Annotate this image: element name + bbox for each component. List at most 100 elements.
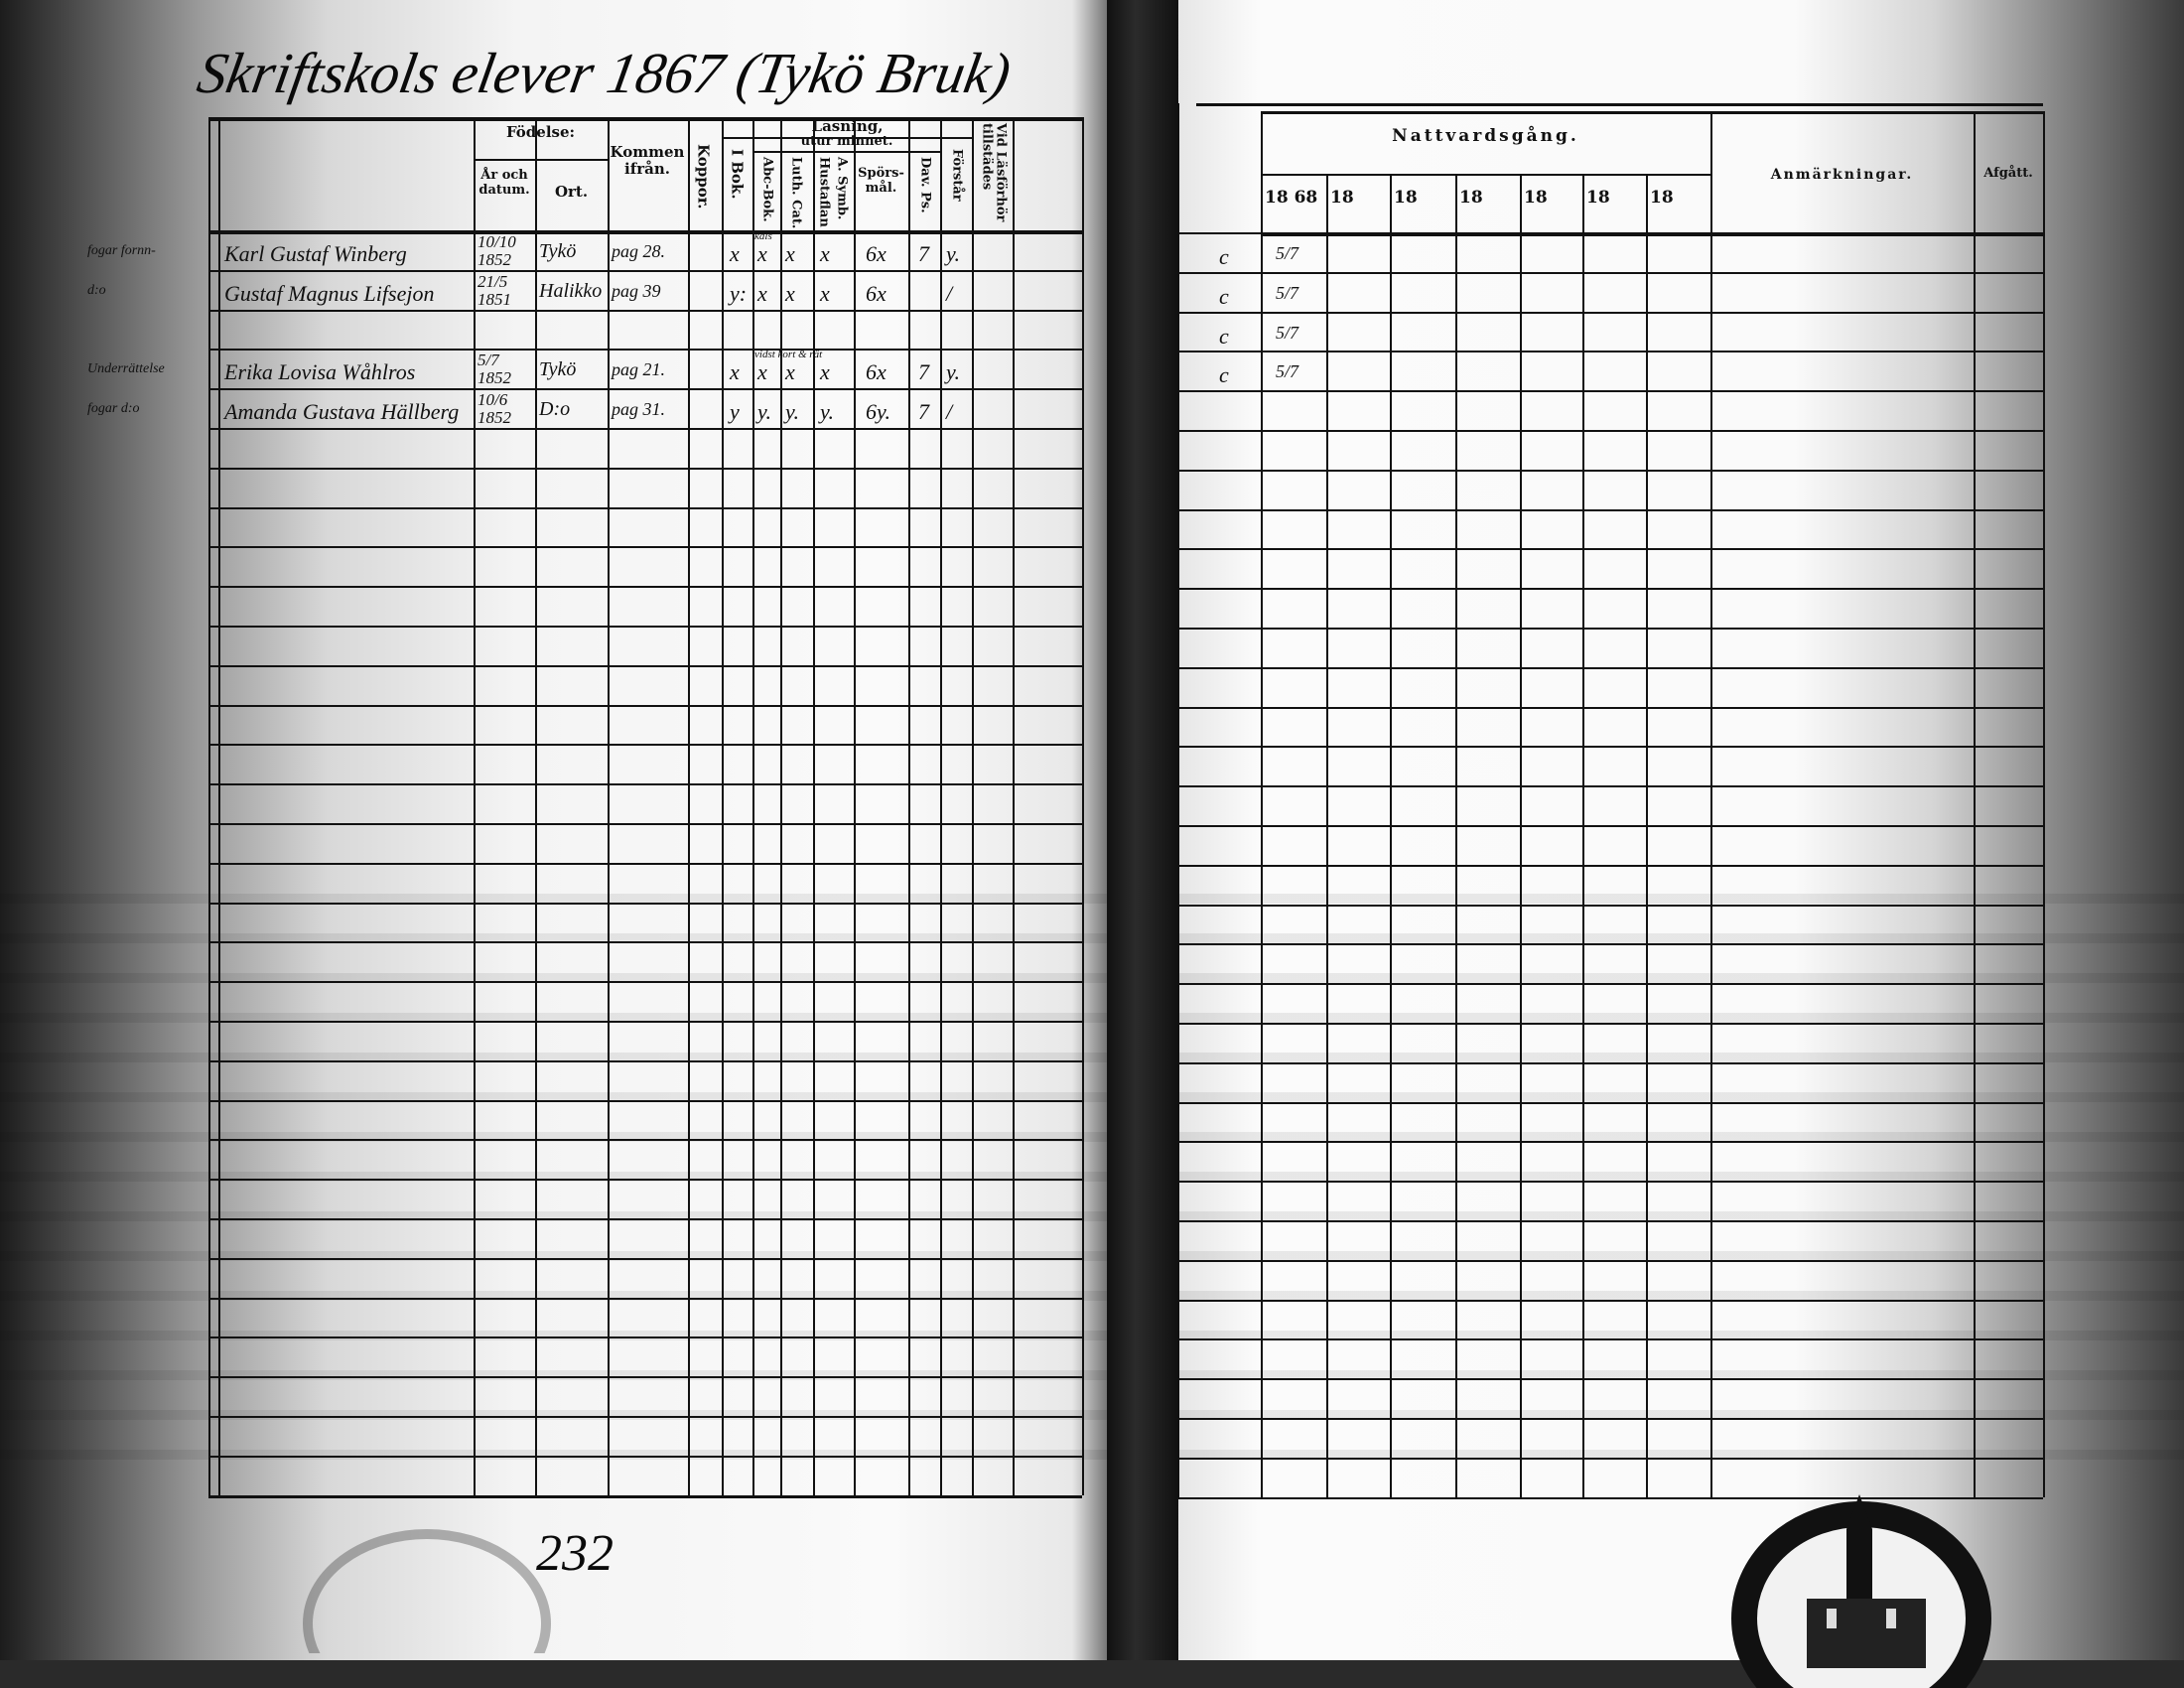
column-divider [813,117,815,1495]
diocese-archive-stamp-icon [1731,1494,1991,1688]
entry-symb: x [820,359,830,385]
entry-ort: Halikko [539,279,603,302]
row-divider [208,506,1082,509]
entry-luth: y. [785,399,800,425]
header-nattvardsgang: Nattvardsgång. [1392,126,1579,146]
header-forstar: Förstår [949,149,965,202]
header-year: 18 [1330,188,1354,208]
row-divider [208,1297,1082,1300]
row-divider [1177,1061,2043,1064]
header-hustaflan: Hustaflan [816,157,832,227]
entry-forstar: y. [946,241,961,266]
column-divider [1974,111,1976,1497]
entry-sporsmal: 6y. [866,399,891,425]
column-divider [1013,117,1015,1495]
row-divider [208,546,1082,549]
column-divider [608,117,610,1495]
entry-abc: y. [757,399,772,425]
entry-date: 10/10 1852 [478,232,516,269]
row-divider [1177,1259,2043,1262]
margin-note: fogar d:o [87,401,140,417]
column-divider [780,117,782,1495]
page-shading [1178,864,2184,1479]
row-divider [1177,1496,2043,1499]
header-koppor: Koppor. [694,144,713,210]
header-dav-ps: Dav. Ps. [917,157,933,213]
page-title: Skriftskols elever 1867 (Tykö Bruk) [193,41,1016,105]
row-divider [1177,628,2043,630]
communion-date: 5/7 [1276,361,1299,382]
entry-sporsmal: 6x [866,359,887,385]
column-divider [474,117,476,1495]
row-divider [1177,351,2043,353]
entry-kommen: pag 21. [612,359,665,380]
row-divider [1177,1141,2043,1144]
row-divider [208,823,1082,825]
header-year: 18 [1524,188,1548,208]
entry-luth: x [785,241,795,266]
entry-abc: x [757,359,767,385]
header-subdivider [752,151,941,153]
entry-name: Amanda Gustava Hällberg [224,399,460,425]
entry-note: kals [754,230,772,242]
communion-date: 5/7 [1276,282,1299,303]
margin-line [1177,103,1179,1497]
row-divider [1177,1023,2043,1025]
column-divider [218,117,220,1495]
column-divider [722,117,724,1495]
header-abc-bok: Abc-Bok. [759,157,775,222]
row-divider [208,862,1082,865]
column-divider [688,117,690,1495]
row-divider [1177,706,2043,709]
row-divider [208,1021,1082,1023]
entry-dav: 7 [918,359,929,385]
column-divider [940,117,942,1495]
entry-symb: x [820,241,830,266]
column-divider [2043,111,2045,1497]
entry-ort: Tykö [539,358,577,381]
header-kommen-ifran: Kommen ifrån. [610,143,685,179]
header-subdivider [722,137,973,139]
row-divider [208,1376,1082,1379]
row-divider [1177,311,2043,314]
header-bottom-border [208,230,1082,234]
row-divider [208,1416,1082,1418]
row-divider [208,783,1082,786]
row-divider [208,664,1082,667]
column-divider [908,117,910,1495]
entry-date: 21/5 1851 [478,271,511,309]
entry-forstar: / [946,280,953,306]
entry-name: Gustaf Magnus Lifsejon [224,280,435,306]
header-ort: Ort. [554,183,589,201]
column-divider [1710,111,1712,1497]
row-divider [1177,232,2043,234]
header-year: 18 68 [1265,188,1318,208]
header-year: 18 [1394,188,1418,208]
entry-luth: x [785,280,795,306]
margin-note: Underrättelse [87,361,165,377]
table-bottom-border [208,1494,1082,1498]
row-divider [1177,1101,2043,1104]
entry-date: 10/6 1852 [478,390,511,428]
row-divider [1177,1220,2043,1222]
column-divider [1082,117,1084,1495]
row-divider [1177,666,2043,669]
entry-dav: 7 [918,399,929,425]
communion-date: 5/7 [1276,243,1299,263]
header-subdivider [474,159,608,161]
table-top-border [208,117,1082,121]
header-year: 18 [1586,188,1610,208]
row-divider [208,1336,1082,1339]
header-utur-minnet: utur minnet. [800,134,893,149]
entry-sporsmal: 6x [866,280,887,306]
entry-symb: y. [820,399,835,425]
entry-sporsmal: 6x [866,241,887,266]
entry-kommen: pag 28. [612,241,665,261]
faint-stamp-icon [303,1529,551,1653]
column-divider [1520,174,1522,1497]
page-number: 232 [536,1525,614,1582]
entry-ort: Tykö [539,240,577,262]
row-divider [1177,825,2043,827]
entry-name: Erika Lovisa Wåhlros [224,359,416,385]
row-divider [1177,983,2043,986]
